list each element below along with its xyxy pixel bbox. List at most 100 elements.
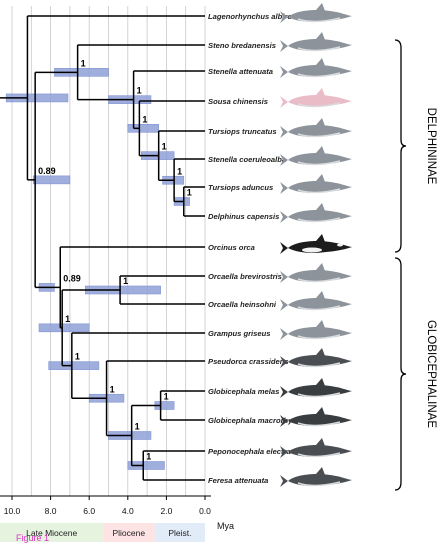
dorsal-fin (316, 32, 325, 40)
belly-line (297, 102, 341, 108)
dolphin-icon (280, 58, 352, 78)
dorsal-fin (316, 438, 325, 446)
belly-line (297, 277, 341, 283)
tail-fluke (280, 211, 288, 223)
belly-line (297, 217, 341, 223)
dorsal-fin (316, 348, 325, 356)
body-shape (288, 94, 352, 107)
taxon-label: Tursiops truncatus (208, 127, 277, 136)
support-value: 1 (187, 188, 192, 198)
support-value: 1 (123, 276, 128, 286)
body-shape (288, 38, 352, 51)
belly-line (297, 72, 341, 78)
belly-line (297, 305, 341, 311)
support-value: 1 (65, 314, 70, 324)
pilot-whale-icon (280, 378, 352, 398)
axis-tick-label: 10.0 (4, 506, 21, 516)
time-gridlines (11, 6, 206, 496)
node-age-bar (127, 124, 159, 133)
clade-bracket (394, 257, 407, 491)
node-age-bar (38, 323, 90, 333)
tail-fluke (280, 96, 288, 108)
tail-fluke (280, 415, 288, 427)
node-age-bar (48, 361, 100, 370)
tree-branches (0, 15, 205, 481)
dorsal-fin (316, 467, 325, 475)
epoch-label: Pliocene (112, 528, 145, 538)
body-shape (288, 64, 352, 77)
node-age-bars (5, 68, 190, 470)
support-value: 1 (142, 114, 147, 124)
body-shape (288, 152, 352, 165)
tail-fluke (280, 299, 288, 311)
belly-line (297, 334, 341, 340)
support-values: 1 1 1 1 1 0.89 1 0.89 1 1 1 1 1 1 1 (38, 58, 192, 461)
taxon-label: Sousa chinensis (208, 97, 268, 106)
taxon-label: Grampus griseus (208, 329, 270, 338)
axis-unit-label: Mya (217, 521, 234, 531)
taxon-label: Globicephala melas (208, 387, 279, 396)
time-axis: 10.0 8.0 6.0 4.0 2.0 0.0 Mya (0, 495, 234, 531)
support-value: 1 (177, 166, 182, 176)
body-shape (288, 354, 352, 367)
axis-tick-label: 4.0 (122, 506, 134, 516)
taxon-label: Stenella coeruleoalba (208, 155, 286, 164)
belly-line (297, 46, 341, 52)
axis-tick-label: 2.0 (160, 506, 172, 516)
body-shape (288, 124, 352, 137)
dark-dolphin-icon (280, 438, 352, 458)
body-shape (288, 269, 352, 282)
tail-fluke (280, 475, 288, 487)
belly-line (297, 392, 341, 398)
axis-tick-label: 6.0 (83, 506, 95, 516)
belly-line (297, 188, 341, 194)
taxon-label: Peponocephala electra (208, 447, 291, 456)
support-value: 1 (81, 58, 86, 68)
node-age-bar (32, 175, 71, 185)
clade-label: GLOBICEPHALINAE (425, 320, 437, 428)
dorsal-fin (316, 407, 325, 415)
pink-dolphin-icon (280, 88, 352, 108)
dolphin-icon (280, 320, 352, 340)
figure-label: Figure 1 (16, 533, 49, 543)
body-shape (288, 444, 352, 457)
tail-fluke (280, 182, 288, 194)
belly-line (297, 160, 341, 166)
epoch-band (154, 523, 205, 542)
dorsal-fin (316, 378, 325, 386)
tail-fluke (280, 356, 288, 368)
clade-brackets: DELPHININAE GLOBICEPHALINAE (394, 39, 437, 491)
tail-fluke (280, 328, 288, 340)
dolphin-icon (280, 146, 352, 166)
body-shape (288, 297, 352, 310)
taxon-label: Pseudorca crassidens (208, 357, 289, 366)
belly-line (297, 132, 341, 138)
belly-line (297, 362, 341, 368)
support-value: 0.89 (63, 273, 81, 283)
taxon-label: Orcinus orca (208, 243, 255, 252)
taxon-label: Delphinus capensis (208, 212, 279, 221)
belly-line (297, 17, 341, 23)
taxon-label: Tursiops aduncus (208, 183, 273, 192)
dorsal-fin (316, 3, 325, 11)
dolphin-icon (280, 3, 352, 23)
taxon-label: Lagenorhynchus albirostris (208, 12, 308, 21)
tail-fluke (280, 126, 288, 138)
dorsal-fin (316, 58, 325, 66)
support-value: 1 (75, 352, 80, 362)
eye-patch (337, 243, 343, 247)
dorsal-fin (316, 234, 325, 242)
dorsal-fin (316, 263, 325, 271)
tail-fluke (280, 66, 288, 78)
tail-fluke (280, 386, 288, 398)
dolphin-icon (280, 263, 352, 283)
tail-fluke (280, 11, 288, 23)
body-shape (288, 384, 352, 397)
belly-line (297, 452, 341, 458)
dark-dolphin-icon (280, 467, 352, 487)
dolphin-icon (280, 291, 352, 311)
taxon-label: Feresa attenuata (208, 476, 268, 485)
taxon-label: Orcaella brevirostris (208, 272, 282, 281)
